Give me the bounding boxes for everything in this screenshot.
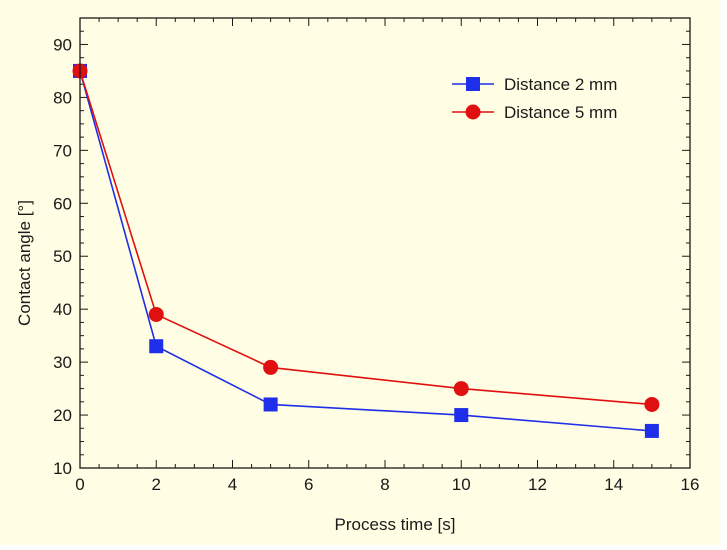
x-tick-label: 4: [228, 475, 237, 494]
x-axis-title: Process time [s]: [335, 515, 456, 534]
x-tick-label: 2: [152, 475, 161, 494]
legend-entry: Distance 2 mm: [452, 75, 617, 94]
x-tick-label: 12: [528, 475, 547, 494]
plot-frame: [79, 17, 691, 469]
data-point-circle: [263, 359, 279, 375]
y-axis-title: Contact angle [°]: [15, 200, 34, 326]
x-tick-label: 8: [380, 475, 389, 494]
data-point-square: [644, 423, 659, 438]
legend-square-marker: [466, 77, 480, 91]
x-tick-label: 0: [75, 475, 84, 494]
data-point-square: [263, 397, 278, 412]
data-point-circle: [148, 306, 164, 322]
y-tick-label: 20: [53, 406, 72, 425]
y-tick-label: 10: [53, 459, 72, 478]
data-point-square: [149, 339, 164, 354]
legend-label: Distance 2 mm: [504, 75, 617, 94]
y-tick-label: 90: [53, 35, 72, 54]
y-tick-label: 50: [53, 247, 72, 266]
y-tick-label: 40: [53, 300, 72, 319]
data-point-circle: [644, 396, 660, 412]
x-tick-label: 14: [604, 475, 623, 494]
x-tick-label: 16: [681, 475, 700, 494]
data-point-square: [454, 408, 469, 423]
y-tick-label: 70: [53, 141, 72, 160]
x-tick-label: 10: [452, 475, 471, 494]
x-tick-label: 6: [304, 475, 313, 494]
data-point-circle: [453, 381, 469, 397]
legend-label: Distance 5 mm: [504, 103, 617, 122]
y-tick-label: 60: [53, 194, 72, 213]
tick-labels: 0 2 4 6 8 10 12 14 16 10 20 30 40 50 60 70 80 90: [53, 35, 699, 494]
legend: Distance 2 mm Distance 5 mm: [452, 75, 617, 122]
y-tick-label: 80: [53, 88, 72, 107]
y-tick-label: 30: [53, 353, 72, 372]
legend-circle-marker: [465, 104, 481, 120]
legend-entry: Distance 5 mm: [452, 103, 617, 122]
